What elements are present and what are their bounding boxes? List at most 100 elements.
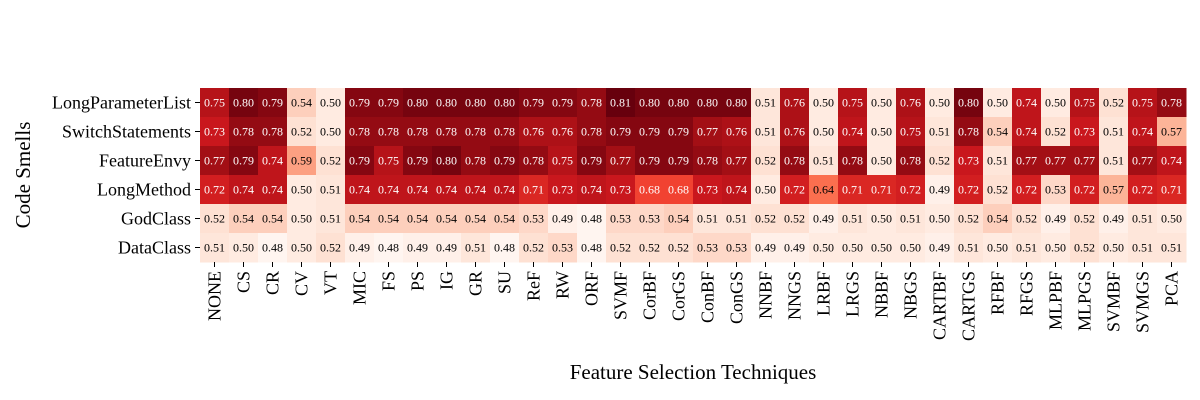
cell-value-label: 0.52 — [668, 241, 689, 255]
heatmap-cell — [1099, 233, 1129, 263]
cell-value-label: 0.53 — [610, 212, 631, 226]
heatmap-cell — [287, 204, 317, 234]
cell-value-label: 0.75 — [552, 154, 573, 168]
cell-value-label: 0.74 — [726, 183, 747, 197]
heatmap-cell — [229, 204, 259, 234]
x-tick-label: SVMGS — [1133, 271, 1153, 333]
heatmap-cell — [200, 146, 230, 176]
heatmap-cell — [896, 117, 926, 147]
cell-value-label: 0.52 — [958, 212, 979, 226]
heatmap-cell — [577, 233, 607, 263]
heatmap-cell — [258, 204, 288, 234]
heatmap-cell — [490, 146, 520, 176]
heatmap-cell — [548, 175, 578, 205]
cell-value-label: 0.80 — [958, 96, 979, 110]
heatmap-cell — [519, 233, 549, 263]
heatmap-cell — [1041, 175, 1071, 205]
heatmap-cell — [693, 175, 723, 205]
cell-value-label: 0.73 — [610, 183, 631, 197]
cell-value-label: 0.52 — [1045, 125, 1066, 139]
heatmap-cell — [345, 88, 375, 118]
heatmap-cell — [606, 117, 636, 147]
heatmap-cell — [490, 233, 520, 263]
cell-value-label: 0.50 — [871, 96, 892, 110]
cell-value-label: 0.51 — [320, 212, 341, 226]
cell-value-label: 0.79 — [233, 154, 254, 168]
heatmap-cell — [1012, 88, 1042, 118]
cell-value-label: 0.50 — [813, 125, 834, 139]
x-tick-label: RFBF — [988, 271, 1008, 315]
cell-value-label: 0.64 — [813, 183, 834, 197]
heatmap-cell — [722, 204, 752, 234]
cell-value-label: 0.80 — [668, 96, 689, 110]
x-tick-label: NNGS — [785, 271, 805, 320]
cell-value-label: 0.53 — [697, 241, 718, 255]
heatmap-cell — [751, 204, 781, 234]
cell-value-label: 0.74 — [436, 183, 457, 197]
heatmap-cell — [519, 204, 549, 234]
cell-value-label: 0.72 — [900, 183, 921, 197]
heatmap-cell — [693, 233, 723, 263]
heatmap-cell — [925, 175, 955, 205]
heatmap-cell — [316, 117, 346, 147]
heatmap-cell — [287, 146, 317, 176]
x-tick-label: ConBF — [698, 271, 718, 323]
cell-value-label: 0.78 — [436, 125, 457, 139]
cell-value-label: 0.50 — [813, 241, 834, 255]
cell-value-label: 0.52 — [987, 183, 1008, 197]
heatmap-cell — [258, 88, 288, 118]
cell-value-label: 0.51 — [987, 154, 1008, 168]
heatmap-cell — [490, 175, 520, 205]
cell-value-label: 0.81 — [610, 96, 631, 110]
cell-value-label: 0.71 — [523, 183, 544, 197]
cell-value-label: 0.73 — [204, 125, 225, 139]
heatmap-cell — [983, 175, 1013, 205]
heatmap-cell — [229, 233, 259, 263]
heatmap-cell — [1157, 117, 1187, 147]
heatmap-cell — [838, 146, 868, 176]
heatmap-cell — [809, 146, 839, 176]
heatmap-cell — [316, 175, 346, 205]
x-tick-label: RW — [553, 271, 573, 299]
cell-value-label: 0.50 — [842, 241, 863, 255]
cell-value-label: 0.77 — [1016, 154, 1037, 168]
cell-value-label: 0.52 — [610, 241, 631, 255]
heatmap-cell — [316, 88, 346, 118]
heatmap-cell — [403, 117, 433, 147]
heatmap-cell — [983, 117, 1013, 147]
cell-value-label: 0.73 — [552, 183, 573, 197]
heatmap-cell — [200, 88, 230, 118]
heatmap-cell — [316, 146, 346, 176]
heatmap-cell — [1099, 146, 1129, 176]
x-tick-label: MLPBF — [1046, 271, 1066, 330]
cell-value-label: 0.51 — [1016, 241, 1037, 255]
cell-value-label: 0.48 — [494, 241, 515, 255]
heatmap-cell — [1012, 146, 1042, 176]
x-tick-label: FS — [379, 271, 399, 291]
x-tick-label: LRBF — [814, 271, 834, 316]
heatmap-cell — [461, 204, 491, 234]
cell-value-label: 0.57 — [1161, 125, 1182, 139]
y-tick-label: SwitchStatements — [62, 122, 191, 142]
heatmap-cell — [635, 117, 665, 147]
cell-value-label: 0.74 — [1161, 154, 1182, 168]
cell-value-label: 0.80 — [639, 96, 660, 110]
heatmap-cell — [1099, 88, 1129, 118]
cell-value-label: 0.78 — [378, 125, 399, 139]
cell-value-label: 0.52 — [204, 212, 225, 226]
heatmap-cell — [432, 233, 462, 263]
heatmap-cell — [577, 117, 607, 147]
x-tick-label: SVMBF — [1104, 271, 1124, 332]
heatmap-cell — [1099, 175, 1129, 205]
heatmap-cell — [461, 117, 491, 147]
heatmap-cell — [548, 204, 578, 234]
cell-value-label: 0.78 — [581, 96, 602, 110]
heatmap-cell — [896, 204, 926, 234]
heatmap-cell — [1070, 204, 1100, 234]
cell-value-label: 0.51 — [842, 212, 863, 226]
x-tick-label: ConGS — [727, 271, 747, 324]
heatmap-cell — [635, 233, 665, 263]
heatmap-cell — [287, 117, 317, 147]
cell-value-label: 0.52 — [1074, 212, 1095, 226]
heatmap-cell — [374, 233, 404, 263]
